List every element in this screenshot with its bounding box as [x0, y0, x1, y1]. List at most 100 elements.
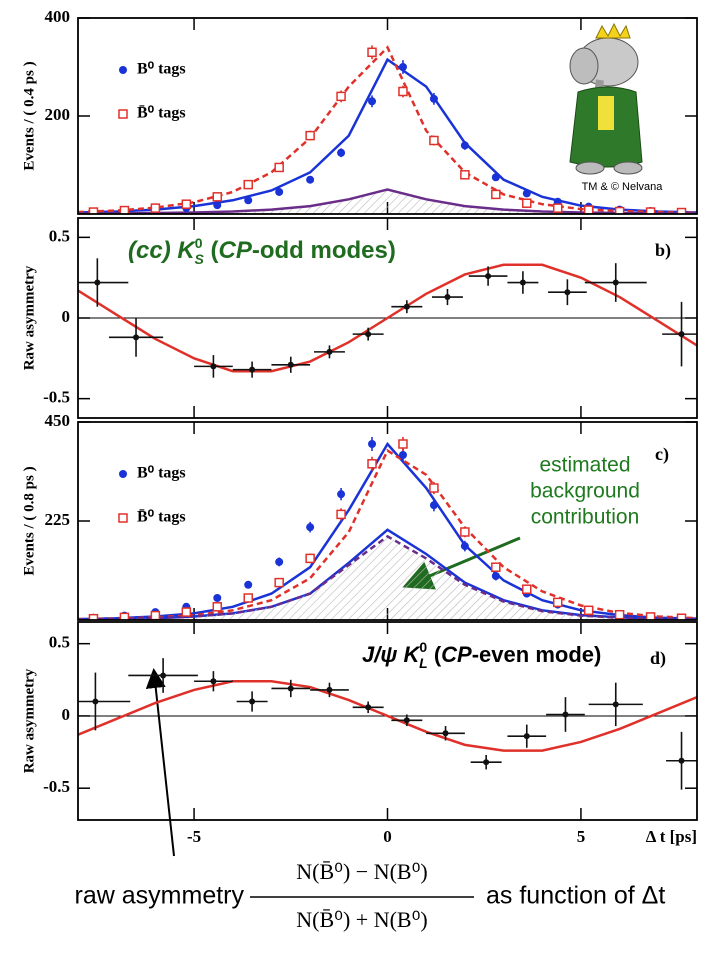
- point: [150, 203, 161, 213]
- point: [491, 173, 500, 182]
- annotation: estimated: [539, 454, 630, 477]
- fit-curve: [78, 534, 697, 620]
- x-tick-label: -5: [187, 827, 201, 846]
- point: [612, 701, 619, 708]
- frame: [77, 421, 698, 621]
- y-tick-label: 0.5: [49, 633, 70, 652]
- formula-numerator: N(B̄⁰) − N(B⁰): [296, 859, 427, 884]
- point: [491, 572, 500, 580]
- y-tick-label: 0: [62, 705, 71, 724]
- point: [678, 757, 685, 764]
- point: [444, 294, 451, 301]
- point: [483, 759, 490, 766]
- legend-marker: [118, 513, 128, 523]
- point: [460, 527, 470, 537]
- title-part: (: [204, 237, 219, 264]
- legend-label: B⁰ tags: [137, 465, 186, 482]
- background-area: [78, 189, 697, 214]
- annotation: contribution: [531, 506, 640, 529]
- title-part: 0: [195, 235, 203, 251]
- point: [614, 609, 625, 620]
- point: [305, 130, 315, 141]
- point: [210, 678, 217, 685]
- point: [274, 577, 284, 588]
- y-axis-label: Events / ( 0.4 ps ): [21, 61, 37, 170]
- y-tick-label: 225: [45, 510, 71, 529]
- point: [365, 704, 372, 711]
- formula-denominator: N(B̄⁰) + N(B⁰): [296, 907, 427, 932]
- point: [460, 141, 469, 150]
- point: [326, 686, 333, 693]
- point: [92, 698, 99, 705]
- point: [442, 730, 449, 737]
- x-axis-label: Δ t [ps]: [646, 827, 697, 846]
- annotation: background: [530, 480, 640, 503]
- point: [614, 206, 625, 214]
- legend-label: B⁰ tags: [137, 61, 186, 78]
- point: [181, 199, 192, 209]
- title-part: S: [194, 251, 204, 267]
- legend-label: B̄⁰ tags: [137, 103, 186, 122]
- legend-entry: B⁰ tags: [119, 61, 186, 78]
- y-tick-label: 200: [45, 105, 71, 124]
- point: [88, 613, 99, 620]
- title-part: L: [419, 655, 428, 671]
- fit-curve: [78, 263, 697, 373]
- point: [306, 523, 315, 532]
- point: [305, 553, 315, 564]
- frame: [77, 621, 698, 821]
- point: [429, 94, 438, 103]
- y-tick-label: -0.5: [43, 777, 70, 796]
- point: [119, 205, 130, 214]
- point: [564, 289, 571, 296]
- title-part: J/ψ K: [362, 642, 421, 667]
- frame: [77, 17, 698, 215]
- point: [336, 509, 346, 520]
- title-part: -even mode): [472, 642, 602, 667]
- panel-title: J/ψ K0 L (CP-even mode): [362, 639, 601, 671]
- panel-label: c): [655, 444, 669, 465]
- point: [583, 205, 594, 214]
- legend-marker: [118, 109, 128, 119]
- point: [212, 192, 223, 202]
- point: [337, 148, 346, 157]
- point: [678, 331, 685, 338]
- point: [249, 366, 256, 373]
- plot-area: [78, 436, 697, 620]
- point: [244, 580, 253, 589]
- fit-curve: [78, 57, 697, 214]
- point: [274, 162, 284, 173]
- point: [552, 203, 563, 213]
- point: [398, 63, 407, 71]
- point: [460, 170, 470, 180]
- panel-label: b): [655, 240, 671, 261]
- point: [645, 612, 656, 620]
- point: [522, 189, 531, 198]
- point: [287, 685, 294, 692]
- plot-area: [78, 45, 697, 214]
- title-part: -odd modes): [252, 237, 396, 264]
- title-part: (: [428, 642, 442, 667]
- fit-curve: [78, 45, 697, 214]
- y-tick-label: 0.5: [49, 226, 70, 245]
- frame: [77, 217, 698, 419]
- y-tick-label: 0: [62, 307, 71, 326]
- point: [287, 361, 294, 368]
- point: [94, 279, 101, 286]
- legend-marker: [119, 66, 127, 74]
- y-axis-label: Events / ( 0.8 ps ): [21, 466, 37, 575]
- point: [429, 483, 439, 493]
- point: [275, 557, 284, 566]
- title-part: 0: [419, 639, 427, 655]
- y-axis-label: Raw asymmetry: [21, 668, 37, 773]
- point: [244, 196, 253, 205]
- legend-entry: B̄⁰ tags: [118, 103, 186, 122]
- y-tick-label: -0.5: [43, 388, 70, 407]
- point: [398, 451, 407, 459]
- point: [243, 179, 253, 190]
- point: [491, 189, 501, 200]
- legend-label: B̄⁰ tags: [137, 507, 186, 526]
- formula-prefix: raw asymmetry: [75, 882, 245, 910]
- formula-suffix: as function of Δt: [486, 882, 665, 910]
